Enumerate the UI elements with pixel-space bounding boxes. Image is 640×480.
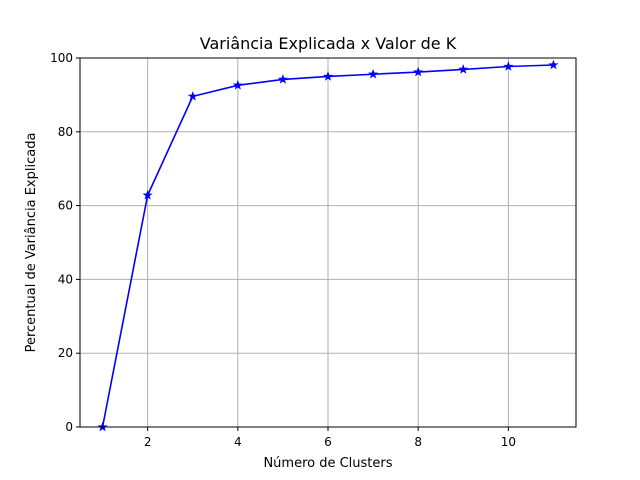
x-tick-label: 8 [414, 435, 422, 449]
data-point [413, 66, 424, 77]
x-tick-label: 6 [324, 435, 332, 449]
x-tick-label: 2 [144, 435, 152, 449]
x-tick-label: 10 [501, 435, 516, 449]
data-point [548, 59, 559, 70]
y-axis-label: Percentual de Variância Explicada [24, 133, 39, 353]
y-tick-label: 40 [58, 272, 73, 286]
data-point [458, 64, 469, 74]
y-tick-label: 0 [65, 420, 73, 434]
y-tick-label: 100 [50, 51, 73, 65]
y-tick-label: 60 [58, 199, 73, 213]
y-tick-label: 20 [58, 346, 73, 360]
x-tick-label: 4 [234, 435, 242, 449]
data-point [142, 189, 153, 200]
data-point [277, 74, 288, 84]
y-tick-label: 80 [58, 125, 73, 139]
series-layer [97, 59, 559, 432]
y-axis: 0 20 40 60 80 100 [50, 51, 80, 434]
x-axis-label: Número de Clusters [263, 456, 392, 471]
data-point [322, 71, 334, 81]
data-point [503, 61, 514, 71]
data-point [368, 68, 379, 79]
x-axis: 2 4 6 8 10 [144, 427, 516, 449]
data-point [232, 80, 243, 90]
data-point [187, 91, 198, 101]
chart-title: Variância Explicada x Valor de K [200, 34, 457, 53]
